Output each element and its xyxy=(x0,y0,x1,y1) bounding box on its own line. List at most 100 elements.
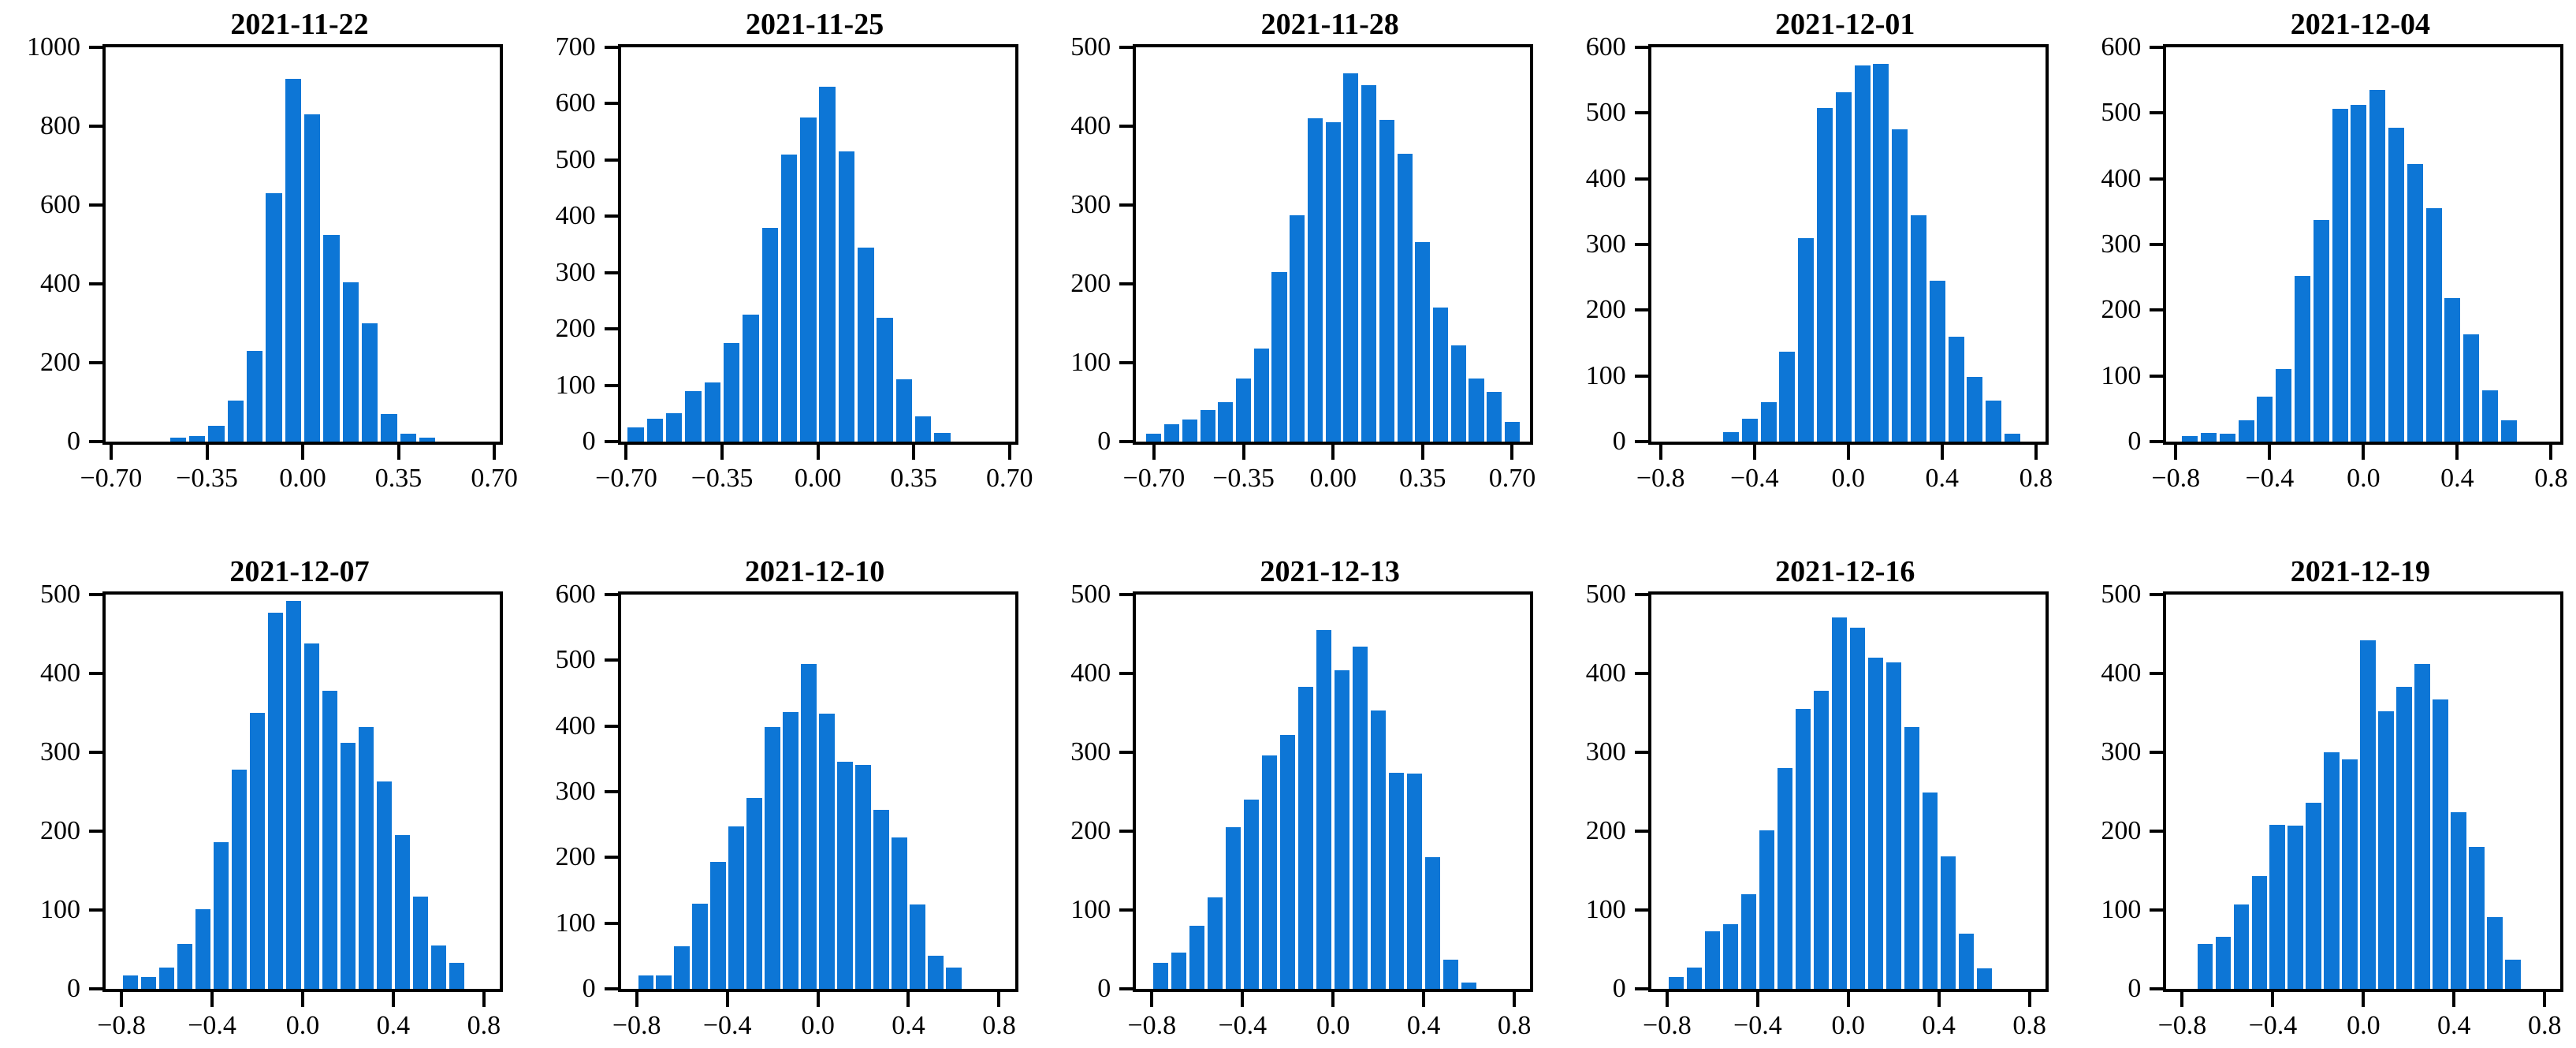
x-tick-label: −0.8 xyxy=(1643,1011,1692,1040)
histogram-bar xyxy=(1760,402,1777,442)
histogram-panel-7: 2021-12-10 0 100 200 300 400 500 600 −0.8 −0.4 0.… xyxy=(516,554,1031,1040)
x-tick-mark xyxy=(1513,992,1517,1007)
x-tick-label: 0.4 xyxy=(1922,1011,1956,1040)
y-tick-mark xyxy=(1119,987,1134,990)
histogram-bar xyxy=(2369,90,2386,442)
y-tick-mark xyxy=(604,102,618,106)
plot-area: 0 100 200 300 400 500 −0.8 −0.4 0.0 0.4 0.8 xyxy=(1586,580,2049,1040)
y-tick-label: 600 xyxy=(40,190,80,219)
x-tick-mark xyxy=(1007,445,1011,460)
histogram-bar xyxy=(2469,847,2485,989)
histogram-bar xyxy=(1911,214,1927,442)
histogram-bar xyxy=(1253,349,1269,442)
histogram-bar xyxy=(838,151,855,442)
histogram-bar xyxy=(1189,926,1205,989)
histogram-bar xyxy=(946,967,962,989)
histogram-bar xyxy=(1967,377,1983,442)
y-tick-label: 600 xyxy=(2101,32,2142,62)
y-tick-label: 500 xyxy=(1585,98,1626,128)
y-tick-label: 400 xyxy=(555,710,596,740)
histogram-bar xyxy=(400,434,416,442)
histogram-bar xyxy=(322,691,338,989)
y-tick-label: 500 xyxy=(555,645,596,675)
y-tick-label: 0 xyxy=(582,974,596,1003)
y-tick-mark xyxy=(604,921,618,925)
y-tick-label: 400 xyxy=(2101,163,2142,193)
x-tick-mark xyxy=(109,445,113,460)
histogram-bar xyxy=(1504,422,1520,442)
y-tick-mark xyxy=(604,593,618,596)
histogram-panel-5: 2021-12-04 0 100 200 300 400 500 600 −0.8 −0.4 0.… xyxy=(2060,6,2576,493)
y-tick-label: 400 xyxy=(2101,658,2142,688)
histogram-bar xyxy=(1795,709,1811,989)
x-tick-mark xyxy=(2268,445,2272,460)
y-tick-mark xyxy=(1119,361,1134,364)
x-tick-mark xyxy=(482,992,486,1007)
histogram-bar xyxy=(1686,968,1702,989)
histogram-bar xyxy=(266,193,282,442)
y-tick-mark xyxy=(1634,672,1648,675)
y-tick-mark xyxy=(2150,908,2164,912)
y-tick-label: 400 xyxy=(1070,111,1111,140)
histogram-bar xyxy=(800,117,817,442)
histogram-bar xyxy=(1226,827,1241,989)
histogram-bar xyxy=(1271,272,1287,442)
histogram-bar xyxy=(1798,237,1815,442)
plot-area: 0 100 200 300 400 500 600 −0.8 −0.4 0.0 0.4 0.8 xyxy=(2101,32,2567,493)
histogram-bar xyxy=(685,390,702,442)
histogram-bar xyxy=(704,382,721,442)
plot-area: 0 100 200 300 400 500 −0.8 −0.4 0.0 0.4 0.8 xyxy=(2101,580,2564,1040)
y-tick-mark xyxy=(604,383,618,387)
x-tick-label: 0.4 xyxy=(2440,464,2474,493)
y-tick-label: 500 xyxy=(1585,580,1626,609)
y-tick-label: 0 xyxy=(1097,427,1111,456)
y-tick-label: 0 xyxy=(1612,427,1626,456)
x-tick-mark xyxy=(2452,992,2456,1007)
x-tick-mark xyxy=(301,445,304,460)
histogram-bar xyxy=(819,713,835,989)
x-tick-label: 0.4 xyxy=(892,1011,925,1040)
x-tick-mark xyxy=(997,992,1001,1007)
x-tick-label: 0.8 xyxy=(2019,464,2053,493)
histogram-bar xyxy=(2425,208,2442,442)
plot-area: 0 100 200 300 400 500 600 −0.8 −0.4 0.0 0.4 0.8 xyxy=(1586,32,2053,493)
x-tick-label: −0.70 xyxy=(80,464,143,493)
x-tick-label: −0.8 xyxy=(2157,1011,2207,1040)
histogram-bar xyxy=(1171,953,1187,989)
histogram-bar xyxy=(1892,129,1908,442)
histogram-bar xyxy=(2396,687,2412,989)
y-tick-mark xyxy=(89,672,102,675)
y-tick-label: 0 xyxy=(2127,974,2142,1003)
histogram-bar xyxy=(2444,298,2461,442)
histogram-bar xyxy=(1208,897,1223,989)
histogram-bar xyxy=(227,400,244,442)
x-tick-mark xyxy=(1422,992,1426,1007)
y-tick-mark xyxy=(604,214,618,218)
y-tick-mark xyxy=(89,987,102,990)
y-tick-mark xyxy=(1634,111,1648,115)
histogram-bar xyxy=(674,945,690,989)
histogram-bar xyxy=(2251,876,2267,989)
histogram-bar xyxy=(1200,410,1215,442)
histogram-bar xyxy=(895,379,913,442)
histogram-bar xyxy=(1218,402,1234,442)
histogram-panel-9: 2021-12-16 0 100 200 300 400 500 −0.8 −0.4 0.0 0.… xyxy=(1546,554,2061,1040)
x-tick-mark xyxy=(1752,445,1756,460)
x-tick-mark xyxy=(1755,992,1759,1007)
panel-title: 2021-11-28 xyxy=(1260,8,1399,41)
x-tick-mark xyxy=(493,445,497,460)
x-tick-label: −0.4 xyxy=(2248,1011,2298,1040)
x-tick-mark xyxy=(1331,992,1335,1007)
x-tick-mark xyxy=(1420,445,1424,460)
histogram-bar xyxy=(195,909,211,989)
histogram-bar xyxy=(1668,977,1684,989)
x-tick-label: 0.0 xyxy=(285,1011,320,1040)
y-tick-label: 100 xyxy=(555,908,596,938)
histogram-bar xyxy=(2351,105,2367,442)
panel-title: 2021-12-07 xyxy=(229,555,370,588)
y-tick-mark xyxy=(2150,751,2164,754)
x-tick-label: −0.8 xyxy=(1127,1011,1177,1040)
histogram-bar xyxy=(394,835,411,989)
x-tick-mark xyxy=(906,992,910,1007)
y-tick-label: 300 xyxy=(555,777,596,806)
